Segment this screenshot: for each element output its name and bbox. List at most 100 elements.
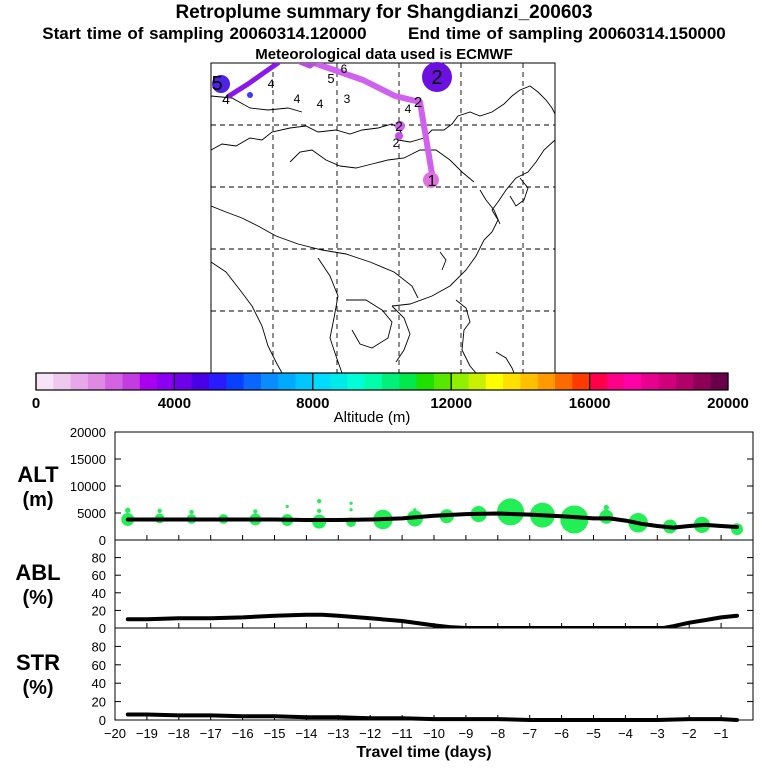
y-tick-label: 60: [92, 568, 106, 583]
colorbar-tick-label: 4000: [158, 395, 191, 412]
x-tick-label: −19: [136, 726, 158, 741]
plume-blob: [413, 508, 417, 512]
plume-blob: [349, 508, 353, 512]
colorbar: 0 4000 8000 12000 16000 20000 Altitude (m): [32, 372, 749, 426]
sampling-times: Start time of sampling 20060314.120000 E…: [0, 24, 768, 44]
map-plume-blob: [247, 92, 253, 98]
map-plume-blob: [212, 75, 230, 93]
panel-ylabel: STR: [16, 650, 60, 675]
x-tick-label: −11: [392, 726, 413, 741]
y-tick-label: 5000: [77, 506, 106, 521]
y-tick-label: 0: [99, 713, 106, 728]
colorbar-cell: [503, 373, 521, 390]
plume-blob: [603, 504, 609, 511]
y-tick-label: 0: [99, 621, 106, 636]
x-tick-label: −14: [295, 726, 317, 741]
panel-ylabel: ABL: [15, 560, 60, 585]
map-day-marker: 4: [268, 77, 275, 91]
map-day-marker: 2: [431, 67, 442, 89]
colorbar-tick-label: 0: [32, 395, 40, 412]
colorbar-cell: [520, 373, 539, 390]
x-tick-label: −3: [650, 726, 665, 741]
map-day-marker: 4: [294, 92, 301, 106]
colorbar-tick-label: 16000: [569, 395, 611, 412]
panel-frame: [114, 627, 754, 721]
panel-ylabel-unit: (m): [22, 489, 53, 511]
x-tick-label: −9: [458, 726, 473, 741]
y-tick-label: 10000: [70, 479, 106, 494]
colorbar-cell: [658, 373, 677, 390]
plume-blob: [157, 508, 162, 513]
plume-blob: [317, 508, 322, 513]
colorbar-cell: [399, 373, 417, 390]
x-tick-label: −7: [522, 726, 537, 741]
y-tick-label: 20: [92, 695, 106, 710]
map-plume-blobs: [212, 62, 452, 188]
colorbar-tick-label: 12000: [430, 395, 472, 412]
y-tick-label: 40: [92, 676, 106, 691]
plume-blob: [349, 501, 353, 505]
colorbar-cell: [382, 373, 400, 390]
x-tick-label: −10: [423, 726, 445, 741]
start-time: Start time of sampling 20060314.120000: [42, 24, 367, 43]
y-tick-label: 20000: [70, 428, 106, 440]
colorbar-cell: [572, 373, 590, 390]
x-tick-label: −13: [327, 726, 349, 741]
panel-charts: 0 5000 10000 15000 20000 ALT(m) 0 20 40 60 80 ABL(%…: [15, 428, 754, 761]
x-tick-label: −17: [200, 726, 222, 741]
colorbar-cell: [364, 373, 383, 390]
map-day-marker: 4: [222, 91, 230, 107]
colorbar-cell: [537, 373, 556, 390]
colorbar-ticks: 0 4000 8000 12000 16000 20000: [32, 373, 749, 412]
colorbar-cell: [209, 373, 227, 390]
panel-ylabel-unit: (%): [22, 587, 53, 609]
map-plume-blob: [395, 132, 403, 140]
colorbar-cell: [174, 373, 193, 390]
plume-blob: [497, 498, 525, 526]
map-day-marker: 5: [327, 71, 334, 86]
y-tick-label: 80: [92, 639, 106, 654]
map-grid: [211, 63, 555, 373]
map-day-marker: 4: [405, 102, 412, 116]
y-tick-label: 80: [92, 551, 106, 566]
colorbar-cells: [36, 373, 729, 390]
colorbar-cell: [468, 373, 487, 390]
map-day-marker: 1: [428, 173, 437, 190]
colorbar-cell: [485, 373, 504, 390]
map-day-marker: 2: [414, 94, 422, 111]
colorbar-cell: [451, 373, 469, 390]
map-day-marker: 5: [211, 73, 222, 95]
plume-blob: [560, 505, 589, 534]
colorbar-tick-label: 20000: [707, 395, 749, 412]
map-plume-blob: [422, 62, 452, 92]
colorbar-cell: [191, 373, 210, 390]
y-tick-label: 15000: [70, 452, 106, 467]
colorbar-cell: [260, 373, 279, 390]
colorbar-cell: [278, 373, 296, 390]
x-tick-label: −5: [586, 726, 601, 741]
x-tick-label: −15: [263, 726, 285, 741]
panel-abl: 0 20 40 60 80 ABL(%): [15, 539, 754, 636]
map-day-marker: 2: [395, 118, 403, 134]
colorbar-cell: [606, 373, 625, 390]
colorbar-cell: [87, 373, 106, 390]
plume-blob: [253, 509, 258, 514]
trajectory-path: [226, 63, 436, 183]
panel-ylabel: ALT: [17, 462, 59, 487]
colorbar-cell: [139, 373, 158, 390]
colorbar-cell: [710, 373, 729, 390]
panel-frame: [114, 539, 754, 629]
map-day-marker: 4: [317, 97, 324, 111]
colorbar-cell: [433, 373, 452, 390]
map-plume-blob: [423, 172, 439, 188]
colorbar-cell: [416, 373, 435, 390]
colorbar-cell: [295, 373, 314, 390]
colorbar-cell: [36, 373, 54, 390]
colorbar-cell: [555, 373, 573, 390]
met-data-note: Meteorological data used is ECMWF: [255, 46, 513, 63]
colorbar-cell: [243, 373, 262, 390]
x-tick-label: −2: [682, 726, 697, 741]
colorbar-cell: [624, 373, 642, 390]
y-tick-label: 0: [99, 533, 106, 548]
